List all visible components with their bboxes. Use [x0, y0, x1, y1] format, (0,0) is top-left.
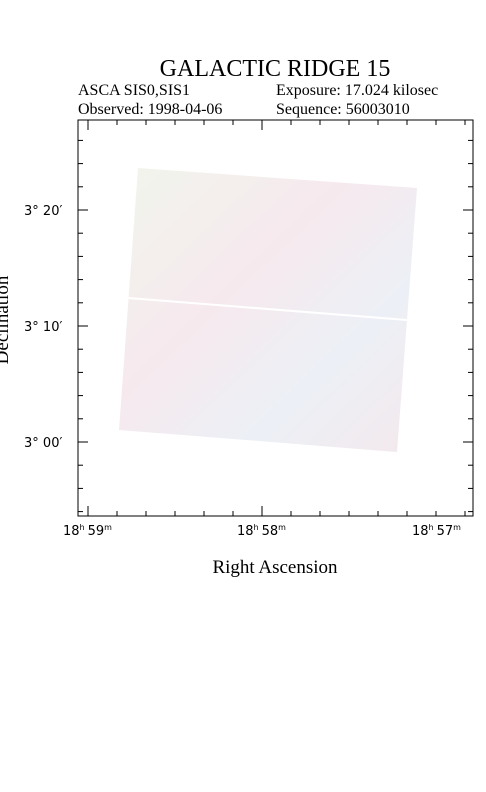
label-part: 3° [24, 204, 39, 219]
label-part: 18 [63, 524, 80, 539]
sequence: Sequence: 56003010 [276, 101, 410, 118]
title: GALACTIC RIDGE 15 [160, 56, 391, 82]
y-axis-label: Declination [0, 275, 13, 364]
label-part: 3° [24, 436, 39, 451]
label-part: 20′ [43, 204, 63, 219]
y-tick-label: 3° 20′ [24, 204, 62, 219]
y-tick-label: 3° 10′ [24, 320, 62, 335]
x-axis-label: Right Ascension [212, 557, 338, 578]
y-tick-label: 3° 00′ [24, 436, 62, 451]
label-part: m [453, 523, 461, 532]
label-part: m [104, 523, 112, 532]
label-part: 58 [262, 524, 279, 539]
chip-gap [127, 297, 408, 321]
label-part: 57 [437, 524, 454, 539]
label-part: h [254, 523, 259, 532]
x-tick-label: 18h 57m [412, 523, 461, 539]
label-part: 59 [88, 524, 105, 539]
x-tick-label: 18h 58m [237, 523, 286, 539]
label-part: 00′ [43, 436, 63, 451]
label-part: m [278, 523, 286, 532]
tick-marks [78, 120, 473, 516]
label-part: 10′ [43, 320, 63, 335]
observed: Observed: 1998-04-06 [78, 101, 222, 118]
instrument: ASCA SIS0,SIS1 [78, 82, 190, 99]
plot-frame [77, 119, 474, 517]
exposure: Exposure: 17.024 kilosec [276, 82, 438, 99]
label-part: 18 [237, 524, 254, 539]
label-part: h [80, 523, 85, 532]
label-part: h [429, 523, 434, 532]
x-tick-label: 18h 59m [63, 523, 112, 539]
label-part: 3° [24, 320, 39, 335]
label-part: 18 [412, 524, 429, 539]
